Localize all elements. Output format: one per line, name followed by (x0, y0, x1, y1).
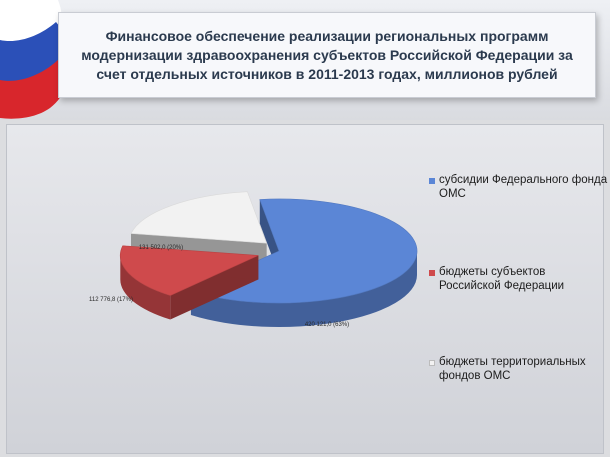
legend-label-federal-fund: субсидии Федерального фонда ОМС (439, 174, 608, 200)
title-box: Финансовое обеспечение реализации регион… (58, 12, 596, 98)
chart-panel: 420 121,0 (63%) 112 776,8 (17%) 131 502,0 … (6, 124, 607, 454)
legend-item-federal-fund: субсидии Федерального фонда ОМС (429, 173, 609, 201)
pie-slice-federal-fund-side (190, 251, 417, 327)
legend-item-regional-budgets: бюджеты субъектов Российской Федерации (429, 265, 609, 293)
russian-flag-icon (0, 0, 67, 119)
data-label-regional-budgets: 112 776,8 (17%) (89, 297, 133, 303)
legend-item-territorial-funds: бюджеты территориальных фондов ОМС (429, 355, 609, 383)
legend-swatch-regional-budgets (429, 270, 435, 276)
pie-slice-regional-budgets (120, 245, 259, 320)
pie-chart: 420 121,0 (63%) 112 776,8 (17%) 131 502,0 … (89, 191, 418, 328)
flag-red-stripe (0, 58, 67, 119)
pie-slice-territorial-funds-top (130, 191, 268, 244)
legend-swatch-territorial-funds (429, 360, 435, 366)
legend-label-territorial-funds: бюджеты территориальных фондов ОМС (439, 356, 586, 382)
pie-slice-regional-budgets-top (120, 245, 259, 296)
legend-label-regional-budgets: бюджеты субъектов Российской Федерации (439, 266, 565, 292)
chart-title: Финансовое обеспечение реализации регион… (81, 27, 573, 82)
pie-slice-regional-budgets-side (120, 255, 171, 320)
data-label-territorial-funds: 131 502,0 (20%) (139, 245, 183, 251)
data-label-federal-fund: 420 121,0 (63%) (305, 322, 349, 328)
header-band: Финансовое обеспечение реализации регион… (0, 0, 610, 120)
legend-swatch-federal-fund (429, 178, 435, 184)
